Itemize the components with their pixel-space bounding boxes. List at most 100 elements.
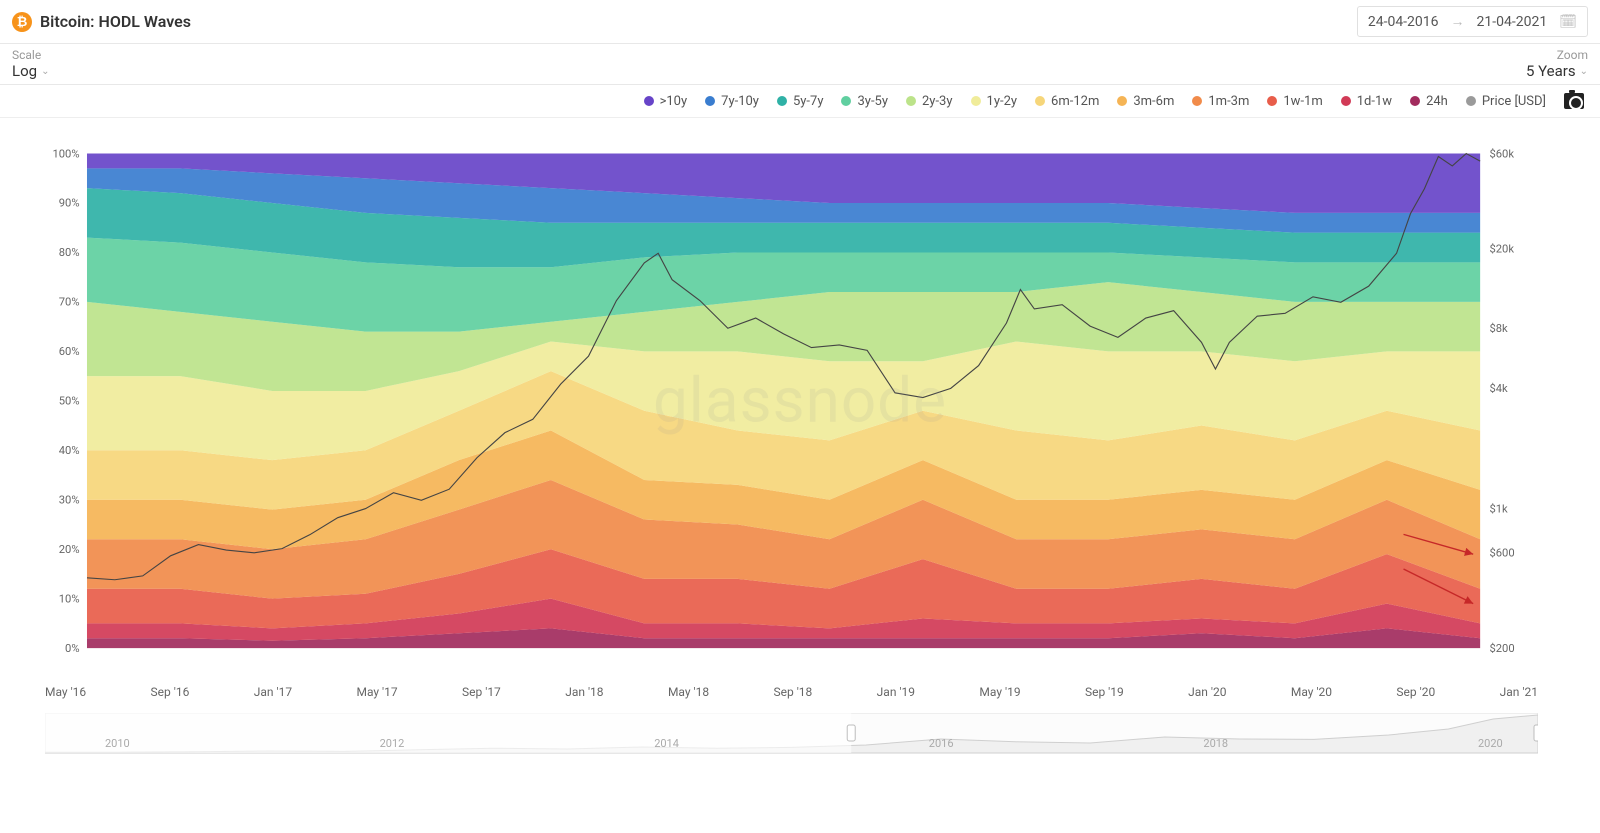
chart-header: ₿ Bitcoin: HODL Waves 24-04-2016 → 21-04… (0, 0, 1600, 44)
legend-swatch (1341, 96, 1351, 106)
chart-title: Bitcoin: HODL Waves (40, 12, 191, 31)
svg-text:40%: 40% (59, 444, 80, 457)
legend-label: >10y (660, 94, 688, 109)
legend-label: 1y-2y (987, 94, 1018, 109)
legend-swatch (777, 96, 787, 106)
x-tick: May '20 (1291, 685, 1332, 699)
nav-tick: 2020 (1478, 737, 1503, 750)
legend-label: 6m-12m (1051, 94, 1099, 109)
legend-item[interactable]: 6m-12m (1035, 94, 1099, 109)
svg-text:30%: 30% (59, 493, 80, 506)
legend-label: 7y-10y (721, 94, 759, 109)
svg-text:$200: $200 (1489, 642, 1514, 655)
legend-item[interactable]: 1d-1w (1341, 94, 1392, 109)
svg-text:60%: 60% (59, 345, 80, 358)
legend-item[interactable]: 24h (1410, 94, 1448, 109)
calendar-icon: 🗓 (1559, 14, 1577, 30)
nav-tick: 2018 (1203, 737, 1228, 750)
x-tick: Sep '18 (773, 685, 812, 699)
x-tick: Sep '16 (151, 685, 190, 699)
bitcoin-icon: ₿ (12, 12, 32, 32)
legend-label: 3m-6m (1133, 94, 1174, 109)
legend-swatch (971, 96, 981, 106)
arrow-right-icon: → (1451, 13, 1465, 30)
time-navigator[interactable]: 2010 2012 2014 2016 2018 2020 (45, 713, 1538, 768)
legend-swatch (1192, 96, 1202, 106)
date-range-picker[interactable]: 24-04-2016 → 21-04-2021 🗓 (1357, 6, 1588, 37)
nav-tick: 2016 (929, 737, 954, 750)
date-to: 21-04-2021 (1477, 14, 1548, 30)
legend-item[interactable]: 5y-7y (777, 94, 824, 109)
navigator-area: 2010 2012 2014 2016 2018 2020 (0, 699, 1600, 768)
legend-item[interactable]: 2y-3y (906, 94, 953, 109)
controls-row: Scale Log⌄ Zoom 5 Years⌄ (0, 44, 1600, 85)
legend-item[interactable]: 1m-3m (1192, 94, 1249, 109)
svg-text:$4k: $4k (1489, 382, 1508, 395)
legend-label: Price [USD] (1482, 94, 1546, 109)
title-group: ₿ Bitcoin: HODL Waves (12, 12, 191, 32)
legend-item[interactable]: 7y-10y (705, 94, 759, 109)
legend-item[interactable]: 3y-5y (841, 94, 888, 109)
legend-swatch (906, 96, 916, 106)
svg-text:20%: 20% (59, 543, 80, 556)
x-tick: May '18 (668, 685, 709, 699)
svg-text:$20k: $20k (1489, 243, 1514, 256)
svg-text:$600: $600 (1489, 547, 1514, 560)
legend: >10y 7y-10y 5y-7y 3y-5y 2y-3y 1y-2y 6m-12m 3m-6… (0, 85, 1600, 118)
legend-swatch (1267, 96, 1277, 106)
chart-area: glassnode 0%10%20%30%40%50%60%70%80%90%1… (0, 118, 1600, 683)
chevron-down-icon: ⌄ (1580, 66, 1588, 77)
scale-label: Scale (12, 48, 49, 62)
legend-swatch (1466, 96, 1476, 106)
nav-tick: 2010 (105, 737, 130, 750)
svg-text:70%: 70% (59, 296, 80, 309)
legend-label: 24h (1426, 94, 1448, 109)
x-tick: Jan '18 (565, 685, 603, 699)
legend-swatch (841, 96, 851, 106)
x-tick: May '19 (979, 685, 1020, 699)
svg-text:90%: 90% (59, 197, 80, 210)
zoom-selector[interactable]: Zoom 5 Years⌄ (1526, 48, 1588, 80)
legend-swatch (1035, 96, 1045, 106)
legend-item[interactable]: 1y-2y (971, 94, 1018, 109)
legend-item[interactable]: 1w-1m (1267, 94, 1322, 109)
zoom-value: 5 Years (1526, 62, 1576, 80)
navigator-handle[interactable] (847, 725, 855, 741)
legend-swatch (644, 96, 654, 106)
hodl-waves-chart[interactable]: 0%10%20%30%40%50%60%70%80%90%100%$200$60… (45, 128, 1538, 683)
svg-text:$8k: $8k (1489, 322, 1508, 335)
legend-swatch (705, 96, 715, 106)
svg-text:10%: 10% (59, 592, 80, 605)
x-tick: May '17 (356, 685, 397, 699)
x-tick: May '16 (45, 685, 86, 699)
x-tick: Jan '19 (877, 685, 915, 699)
nav-tick: 2012 (380, 737, 405, 750)
legend-label: 5y-7y (793, 94, 824, 109)
svg-text:80%: 80% (59, 246, 80, 259)
x-tick: Sep '17 (462, 685, 501, 699)
legend-swatch (1410, 96, 1420, 106)
legend-swatch (1117, 96, 1127, 106)
legend-item[interactable]: Price [USD] (1466, 94, 1546, 109)
x-tick: Jan '17 (254, 685, 292, 699)
x-tick: Sep '20 (1396, 685, 1435, 699)
svg-text:$1k: $1k (1489, 502, 1508, 515)
legend-label: 1d-1w (1357, 94, 1392, 109)
navigator-handle[interactable] (1534, 725, 1538, 741)
x-tick: Jan '21 (1500, 685, 1538, 699)
x-tick: Sep '19 (1085, 685, 1124, 699)
nav-tick: 2014 (654, 737, 679, 750)
svg-text:$60k: $60k (1489, 147, 1514, 160)
x-axis-labels: May '16 Sep '16 Jan '17 May '17 Sep '17 Jan '… (0, 683, 1600, 699)
x-tick: Jan '20 (1188, 685, 1226, 699)
legend-label: 1w-1m (1283, 94, 1322, 109)
scale-value: Log (12, 62, 37, 80)
screenshot-icon[interactable] (1564, 93, 1584, 109)
legend-label: 1m-3m (1208, 94, 1249, 109)
legend-item[interactable]: >10y (644, 94, 688, 109)
legend-label: 2y-3y (922, 94, 953, 109)
svg-text:100%: 100% (52, 147, 79, 160)
legend-item[interactable]: 3m-6m (1117, 94, 1174, 109)
legend-label: 3y-5y (857, 94, 888, 109)
scale-selector[interactable]: Scale Log⌄ (12, 48, 49, 80)
